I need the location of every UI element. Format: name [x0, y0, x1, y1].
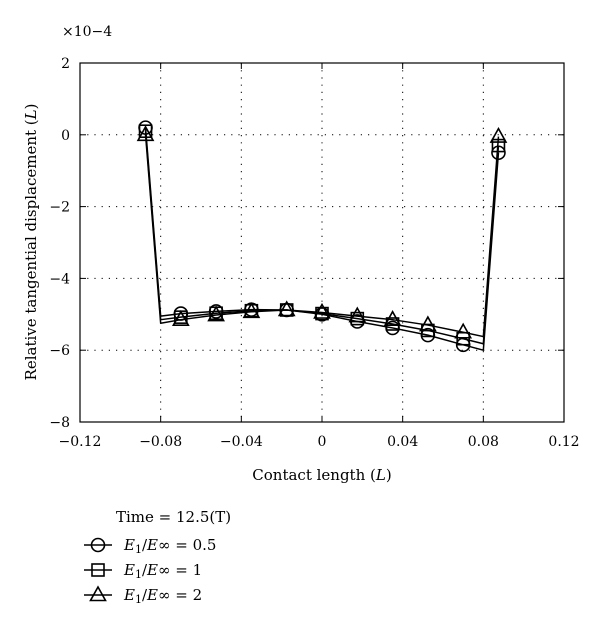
- legend: Time = 12.5(T) E1/E∞ = 0.5E1/E∞ = 1E1/E∞…: [84, 508, 231, 606]
- y-tick-label: −2: [49, 200, 70, 216]
- legend-label: E1/E∞ = 2: [123, 586, 202, 606]
- series-lines: [144, 127, 500, 351]
- legend-marker-triangle: [89, 585, 107, 602]
- legend-label: E1/E∞ = 0.5: [123, 536, 216, 556]
- data-point-triangle: [242, 302, 261, 319]
- data-point-square: [315, 306, 329, 321]
- data-point-triangle: [383, 310, 402, 326]
- x-tick-label: 0.12: [548, 434, 579, 450]
- x-tick-label: 0: [318, 434, 327, 450]
- data-point-triangle: [348, 306, 367, 323]
- legend-title: Time = 12.5(T): [116, 508, 231, 526]
- data-point-triangle: [419, 315, 437, 332]
- y-axis-label-unit: L: [22, 109, 40, 120]
- x-tick-label: −0.08: [139, 434, 182, 450]
- data-point-triangle: [171, 310, 190, 326]
- data-point-triangle: [277, 300, 296, 317]
- legend-items: E1/E∞ = 0.5 E1/E∞ = 1 E1/E∞ = 2: [84, 536, 216, 606]
- series-markers: [136, 120, 508, 353]
- y-tick-label: 0: [61, 128, 70, 144]
- y-axis-label-close: ): [22, 104, 40, 110]
- legend-label: E1/E∞ = 1: [123, 561, 202, 581]
- x-tick-label: 0.04: [387, 434, 418, 450]
- axis-ticks: −0.12 −0.08 −0.04 0 0.04 0.08 0.12 −8 −6 −4 −2 0 2: [49, 56, 579, 450]
- data-point-triangle: [136, 125, 155, 142]
- x-tick-label: −0.04: [220, 434, 263, 450]
- data-point-square: [456, 331, 470, 346]
- x-tick-label: 0.08: [468, 434, 499, 450]
- y-tick-label: −8: [49, 415, 70, 431]
- x-axis-label: Contact length (L): [252, 466, 391, 484]
- data-point-square: [491, 138, 506, 153]
- legend-marker-square: [91, 563, 105, 577]
- x-axis-label-close: ): [386, 466, 392, 484]
- x-tick-label: −0.12: [59, 434, 102, 450]
- legend-marker-circle: [90, 537, 106, 553]
- y-tick-label: 2: [61, 56, 70, 72]
- data-point-triangle: [313, 302, 331, 319]
- y-axis-label-main: Relative tangential displacement (: [22, 119, 40, 380]
- data-point-circle: [491, 145, 506, 161]
- y-tick-label: −6: [49, 343, 70, 359]
- y-axis-label: Relative tangential displacement (L): [22, 104, 40, 381]
- x-axis-label-main: Contact length (: [252, 466, 376, 484]
- series-line-triangle: [144, 134, 500, 338]
- data-point-triangle: [207, 305, 225, 322]
- x-axis-label-unit: L: [375, 466, 386, 484]
- data-point-triangle: [454, 322, 473, 339]
- data-point-triangle: [489, 126, 508, 143]
- y-axis-multiplier: ×10−4: [62, 24, 112, 40]
- y-tick-label: −4: [49, 271, 70, 287]
